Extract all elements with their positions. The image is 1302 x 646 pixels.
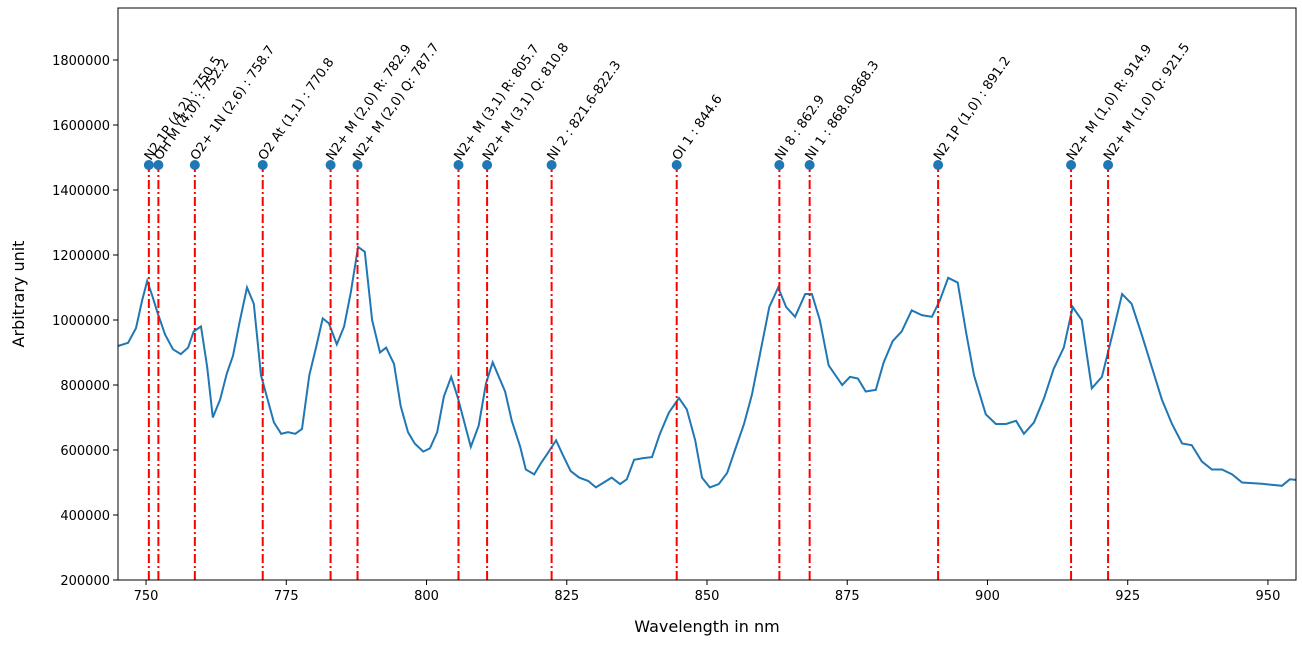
annotation-label: OI 1 : 844.6 [670,92,726,163]
annotation-marker [1103,159,1114,170]
annotation-marker [325,159,336,170]
annotation-marker [933,159,944,170]
y-tick-label: 1600000 [52,119,110,134]
y-tick-label: 1000000 [52,314,110,329]
data-line [117,245,1297,489]
annotation-marker [153,159,164,170]
y-tick-label: 400000 [60,509,110,524]
y-tick-label: 200000 [60,574,110,589]
x-tick-label: 825 [554,589,579,604]
x-tick-label: 750 [134,589,159,604]
y-tick-label: 600000 [60,444,110,459]
y-tick-label: 1400000 [52,184,110,199]
x-tick-label: 775 [274,589,299,604]
x-tick-label: 800 [414,589,439,604]
x-tick-label: 875 [835,589,860,604]
y-tick-label: 1200000 [52,249,110,264]
annotation-marker [189,159,200,170]
annotation-label: O2 At (1,1) : 770.8 [256,55,338,163]
y-tick-label: 800000 [60,379,110,394]
annotation-marker [804,159,815,170]
annotation-marker [352,159,363,170]
annotation-marker [143,159,154,170]
annotation-marker [453,159,464,170]
x-tick-label: 850 [695,589,720,604]
y-axis-label: Arbitrary unit [9,241,28,348]
annotation-marker [774,159,785,170]
annotation-marker [482,159,493,170]
annotation-label: NI 2 : 821.6-822.3 [545,58,625,163]
x-tick-label: 900 [975,589,1000,604]
annotation-marker [257,159,268,170]
x-tick-label: 950 [1256,589,1281,604]
x-axis-label: Wavelength in nm [634,617,779,636]
annotation-marker [546,159,557,170]
annotation-marker [671,159,682,170]
annotation-marker [1066,159,1077,170]
plot-frame [117,7,1297,581]
x-tick-label: 925 [1115,589,1140,604]
y-tick-label: 1800000 [52,54,110,69]
annotation-label: N2 1P (1,0) : 891.2 [931,54,1014,163]
